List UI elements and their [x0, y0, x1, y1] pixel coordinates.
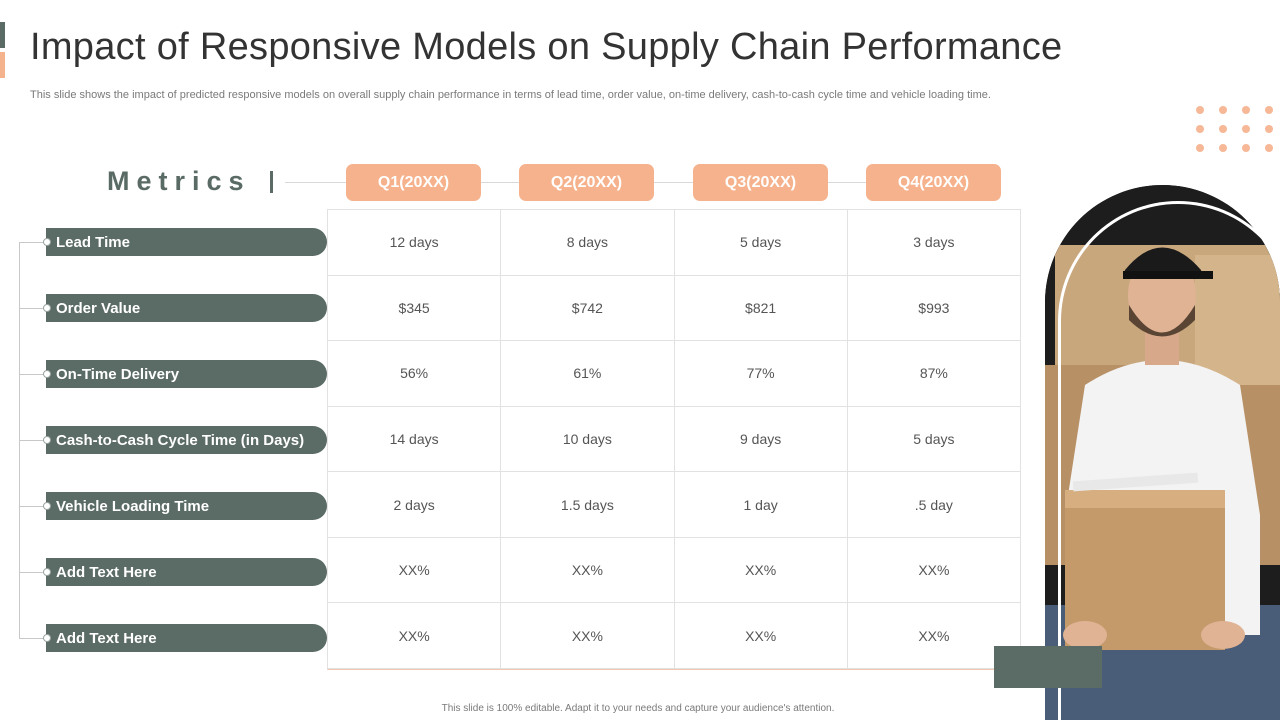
- decorative-dot-grid: [1196, 106, 1280, 156]
- table-cell: $993: [847, 275, 1021, 342]
- accent-bar-bottom: [0, 52, 5, 78]
- row-bracket-tick: [19, 506, 46, 507]
- decorative-dot: [1219, 106, 1227, 114]
- row-bracket-dot: [43, 304, 51, 312]
- metric-row-label: Order Value: [46, 294, 327, 322]
- metric-row-label: Lead Time: [46, 228, 327, 256]
- table-cell: 9 days: [674, 406, 848, 473]
- decorative-dot: [1265, 125, 1273, 133]
- row-bracket-dot: [43, 502, 51, 510]
- decorative-dot: [1265, 106, 1273, 114]
- decorative-dot: [1265, 144, 1273, 152]
- row-bracket-tick: [19, 572, 46, 573]
- table-cell: 14 days: [328, 406, 502, 473]
- table-cell: 61%: [501, 341, 675, 407]
- row-bracket-dot: [43, 238, 51, 246]
- metric-row-label: Cash-to-Cash Cycle Time (in Days): [46, 426, 327, 454]
- table-cell: 2 days: [328, 472, 502, 538]
- decorative-dot: [1196, 144, 1204, 152]
- decorative-green-block: [994, 646, 1102, 688]
- metrics-divider: [270, 171, 273, 193]
- table-cell: 56%: [328, 341, 502, 407]
- metrics-heading: Metrics: [107, 166, 251, 196]
- table-cell: XX%: [328, 537, 502, 604]
- footer-note: This slide is 100% editable. Adapt it to…: [441, 703, 835, 714]
- row-bracket-dot: [43, 370, 51, 378]
- row-bracket-tick: [19, 440, 46, 441]
- decorative-dot: [1219, 125, 1227, 133]
- table-cell: .5 day: [847, 472, 1021, 538]
- decorative-dot: [1242, 144, 1250, 152]
- table-cell: $821: [674, 275, 848, 342]
- decorative-dot: [1196, 106, 1204, 114]
- decorative-dot: [1219, 144, 1227, 152]
- table-cell: XX%: [328, 603, 502, 669]
- quarter-header-q1: Q1(20XX): [346, 164, 481, 201]
- table-cell: XX%: [501, 603, 675, 669]
- metric-row-label: Add Text Here: [46, 558, 327, 586]
- quarter-header-q3: Q3(20XX): [693, 164, 828, 201]
- row-bracket-dot: [43, 568, 51, 576]
- table-cell: XX%: [847, 537, 1021, 604]
- table-cell: XX%: [674, 537, 848, 604]
- metric-row-label: Add Text Here: [46, 624, 327, 652]
- photo-arch-frame: [1058, 201, 1280, 720]
- table-cell: 87%: [847, 341, 1021, 407]
- row-bracket-dot: [43, 436, 51, 444]
- table-cell: $345: [328, 275, 502, 342]
- slide-title: Impact of Responsive Models on Supply Ch…: [30, 26, 1063, 68]
- table-cell: 5 days: [674, 210, 848, 276]
- decorative-dot: [1196, 125, 1204, 133]
- decorative-dot: [1242, 125, 1250, 133]
- quarter-header-q2: Q2(20XX): [519, 164, 654, 201]
- decorative-dot: [1242, 106, 1250, 114]
- table-cell: 5 days: [847, 406, 1021, 473]
- table-cell: 1 day: [674, 472, 848, 538]
- table-cell: 77%: [674, 341, 848, 407]
- row-bracket-tick: [19, 242, 46, 243]
- row-bracket-dot: [43, 634, 51, 642]
- quarter-header-q4: Q4(20XX): [866, 164, 1001, 201]
- table-cell: XX%: [674, 603, 848, 669]
- accent-bar-top: [0, 22, 5, 48]
- metric-row-label: On-Time Delivery: [46, 360, 327, 388]
- table-cell: 10 days: [501, 406, 675, 473]
- metric-row-label: Vehicle Loading Time: [46, 492, 327, 520]
- row-bracket-tick: [19, 374, 46, 375]
- table-cell: 12 days: [328, 210, 502, 276]
- table-cell: XX%: [847, 603, 1021, 669]
- row-bracket-tick: [19, 638, 46, 639]
- table-cell: 1.5 days: [501, 472, 675, 538]
- table-cell: $742: [501, 275, 675, 342]
- table-cell: 8 days: [501, 210, 675, 276]
- table-cell: 3 days: [847, 210, 1021, 276]
- table-cell: XX%: [501, 537, 675, 604]
- metrics-table: 12 days 8 days 5 days 3 days $345 $742 $821 $99…: [327, 209, 1021, 670]
- row-bracket-tick: [19, 308, 46, 309]
- slide-subtitle: This slide shows the impact of predicted…: [30, 89, 991, 101]
